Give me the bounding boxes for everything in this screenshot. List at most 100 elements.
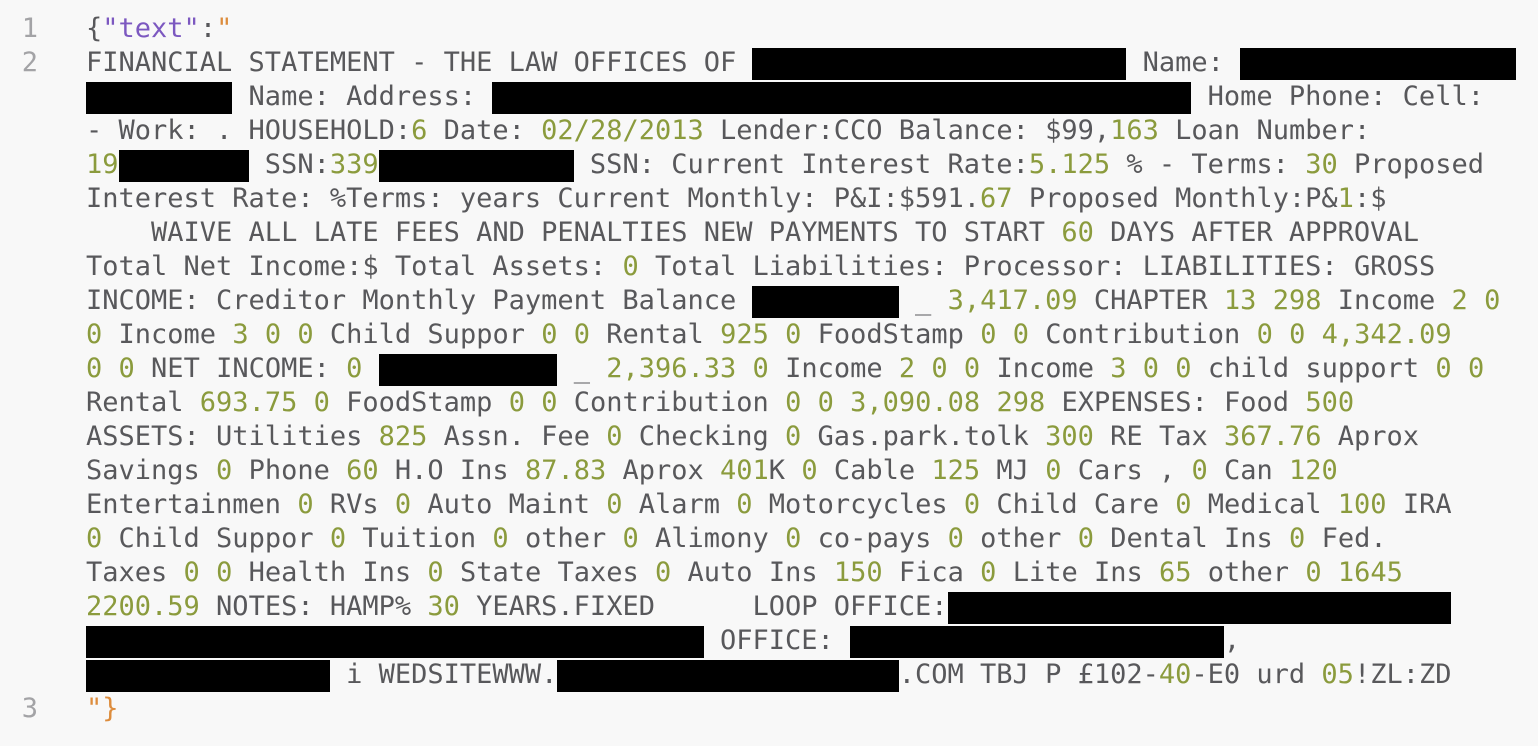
code-text [980,387,996,418]
code-text: 30 [1305,149,1338,180]
code-text: Total Liabilities: Processor: LIABILITIE… [638,251,1436,282]
code-rows: 1 {"text":" 2 FINANCIAL STATEMENT - THE LAW… [0,12,1538,726]
code-text: !ZL:ZD [1353,659,1452,690]
line-number: 2 [21,47,38,78]
code-text: { [86,13,103,44]
code-text: EXPENSES: Food [1045,387,1306,418]
line-number [0,658,38,692]
code-text: _ [898,285,948,316]
code-text: 0 [329,523,347,554]
code-text [769,319,785,350]
line-number [0,318,38,352]
code-text: 4,342.09 [1321,319,1452,350]
code-text: 0 [427,557,444,588]
code-text: Child Suppor [313,319,542,350]
code-row: 2200.59 NOTES: HAMP% 30 YEARS.FIXED LOOP… [0,590,1538,624]
code-text: 0 [785,319,802,350]
code-row: i WEDSITEWWW. .COM TBJ P £102-40-E0 urd 0… [0,658,1538,692]
code-text: Health Ins [232,557,428,588]
code-text: WAIVE ALL LATE FEES AND PENALTIES NEW PA… [86,217,1062,248]
code-text: 0 [1191,455,1208,486]
code-text: 3,417.09 [947,285,1078,316]
code-text: Lender:CCO Balance: $99, [703,115,1111,146]
code-text: Loan Number: [1158,115,1371,146]
code-text: CHAPTER [1077,285,1224,316]
code-text: Can [1207,455,1290,486]
code-text: Child Care [980,489,1176,520]
code-row: Total Net Income:$ Total Assets: 0 Total… [0,250,1538,284]
code-row: Rental 693.75 0 FoodStamp 0 0 Contributi… [0,386,1538,420]
code-text [1256,285,1272,316]
code-text: INCOME: Creditor Monthly Payment Balance [86,285,753,316]
code-text: Motorcycles [752,489,964,520]
code-text: % - Terms: [1110,149,1306,180]
redaction-bar [86,660,330,692]
code-text: 825 [378,421,428,452]
code-text: FINANCIAL STATEMENT - THE LAW OFFICES OF [86,47,753,78]
code-text: Income [768,353,899,384]
code-text: 65 [1159,557,1192,588]
code-text: Home Phone: Cell: [1191,81,1484,112]
code-text: Taxes [86,557,184,588]
code-text: other [508,523,623,554]
code-line: {"text":" [86,12,232,46]
code-text: 0 [963,489,981,520]
code-text [362,353,378,384]
code-line: Savings 0 Phone 60 H.O Ins 87.83 Aprox 4… [86,454,1338,488]
code-text: FoodStamp [329,387,509,418]
code-text: "text" [102,13,200,44]
code-text [834,387,850,418]
code-text: Phone [232,455,347,486]
code-row: 0 Child Suppor 0 Tuition 0 other 0 Alimo… [0,522,1538,556]
code-line: Interest Rate: %Terms: years Current Mon… [86,182,1386,216]
code-text [1468,285,1484,316]
line-number [0,386,38,420]
code-text: 0 [1077,523,1094,554]
code-line: 19 SSN:339 SSN: Current Interest Rate:5.… [86,148,1484,182]
code-text: Income [980,353,1111,384]
redaction-bar [752,286,899,318]
code-line: WAIVE ALL LATE FEES AND PENALTIES NEW PA… [86,216,1419,250]
code-text: 0 [86,353,103,384]
code-text: 150 [833,557,883,588]
code-text: 0 [541,319,558,350]
code-row: 2 FINANCIAL STATEMENT - THE LAW OFFICES O… [0,46,1538,80]
code-text: Proposed [1337,149,1485,180]
line-number [0,522,38,556]
code-text: co-pays [801,523,948,554]
code-text: 2,396.33 [606,353,737,384]
line-number [0,250,38,284]
code-text: NOTES: HAMP% [199,591,428,622]
code-text: 19 [86,149,119,180]
code-row: OFFICE: , [0,624,1538,658]
code-text: Fed. [1305,523,1387,554]
code-line: 0 Child Suppor 0 Tuition 0 other 0 Alimo… [86,522,1387,556]
code-text: 0 [1435,353,1452,384]
code-text: 163 [1110,115,1159,146]
code-text: State Taxes [443,557,656,588]
code-line: 0 Income 3 0 0 Child Suppor 0 0 Rental 9… [86,318,1452,352]
code-text: 500 [1305,387,1355,418]
code-text: 0 [313,387,330,418]
redaction-bar [1240,48,1517,80]
code-text: YEARS.FIXED LOOP OFFICE: [459,591,948,622]
code-row: Entertainmen 0 RVs 0 Auto Maint 0 Alarm … [0,488,1538,522]
redaction-bar [492,82,1192,114]
line-number [0,420,38,454]
code-text: Savings [86,455,217,486]
code-text [1273,319,1289,350]
code-text: 367.76 [1223,421,1322,452]
code-text: 693.75 [199,387,298,418]
code-text: Dental Ins [1093,523,1290,554]
code-text: Rental [86,387,200,418]
code-text [249,319,265,350]
code-text: 0 [508,387,525,418]
code-text: 0 [394,489,412,520]
code-text: Entertainmen [86,489,298,520]
code-text: 67 [980,183,1013,214]
code-text: 0 [492,523,509,554]
code-text: other [1191,557,1306,588]
code-text: 60 [346,455,379,486]
code-text: Tuition [346,523,493,554]
